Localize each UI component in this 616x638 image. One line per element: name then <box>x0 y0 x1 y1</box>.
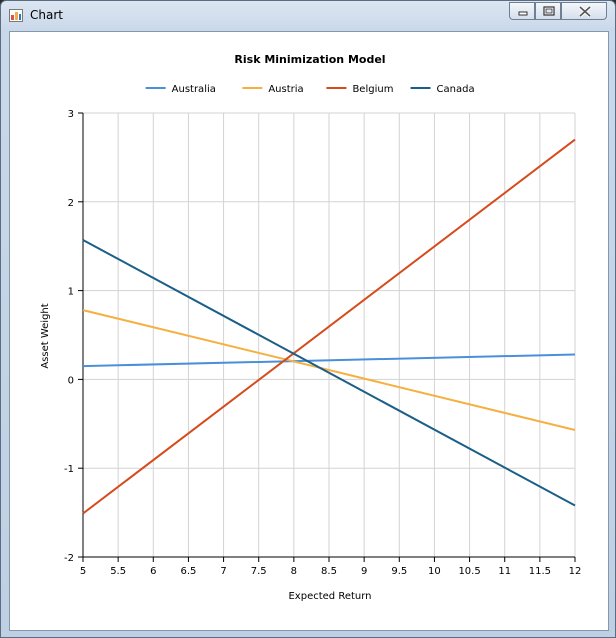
maximize-button[interactable] <box>535 2 561 20</box>
x-axis-label: Expected Return <box>288 591 371 602</box>
x-tick-label: 10 <box>428 566 441 577</box>
y-tick-label: 3 <box>68 109 74 120</box>
x-tick-label: 12 <box>569 566 582 577</box>
close-button[interactable] <box>561 2 607 20</box>
chart-app-icon <box>9 9 23 22</box>
chart-tick-labels: 5 5.5 6 6.5 7 7.5 8 8.5 9 9.5 10 10.5 11 11.5 123210-1… <box>64 109 581 577</box>
y-tick-label: -1 <box>64 464 74 475</box>
series-line-canada <box>82 239 576 507</box>
legend-label-belgium: Belgium <box>352 84 393 95</box>
y-tick-label: 2 <box>68 198 74 209</box>
x-tick-label: 10.5 <box>458 566 480 577</box>
maximize-icon <box>543 6 555 16</box>
x-tick-label: 8.5 <box>321 566 337 577</box>
title-bar[interactable]: Chart <box>1 1 615 29</box>
x-tick-label: 8 <box>291 566 297 577</box>
minimize-icon <box>518 11 528 16</box>
close-icon <box>578 5 592 18</box>
legend-label-canada: Canada <box>437 84 475 95</box>
x-tick-label: 5.5 <box>110 566 126 577</box>
chart-area: Risk Minimization Model Australia Austria… <box>9 31 609 631</box>
legend-label-austria: Austria <box>268 84 303 95</box>
x-tick-label: 6 <box>150 566 156 577</box>
x-tick-label: 9 <box>361 566 367 577</box>
y-tick-label: -2 <box>64 553 74 564</box>
x-tick-label: 5 <box>80 566 86 577</box>
x-tick-label: 11.5 <box>529 566 551 577</box>
minimize-button[interactable] <box>509 2 535 20</box>
chart-series <box>82 138 576 515</box>
x-tick-label: 9.5 <box>391 566 407 577</box>
series-line-australia <box>82 353 576 368</box>
series-line-belgium <box>82 138 576 515</box>
chart-axes <box>78 112 576 562</box>
series-line-austria <box>82 309 576 431</box>
chart-legend: Australia Austria Belgium Canada <box>145 84 475 95</box>
y-tick-label: 1 <box>68 287 74 298</box>
x-tick-label: 11 <box>498 566 511 577</box>
line-chart: Risk Minimization Model Australia Austria… <box>40 53 581 602</box>
chart-grid <box>82 112 576 558</box>
y-tick-label: 0 <box>68 375 74 386</box>
x-tick-label: 7.5 <box>251 566 267 577</box>
y-axis-label: Asset Weight <box>40 303 51 368</box>
chart-title: Risk Minimization Model <box>234 53 385 66</box>
x-tick-label: 7 <box>220 566 226 577</box>
window-title: Chart <box>30 8 63 22</box>
x-tick-label: 6.5 <box>180 566 196 577</box>
legend-label-australia: Australia <box>172 84 216 95</box>
